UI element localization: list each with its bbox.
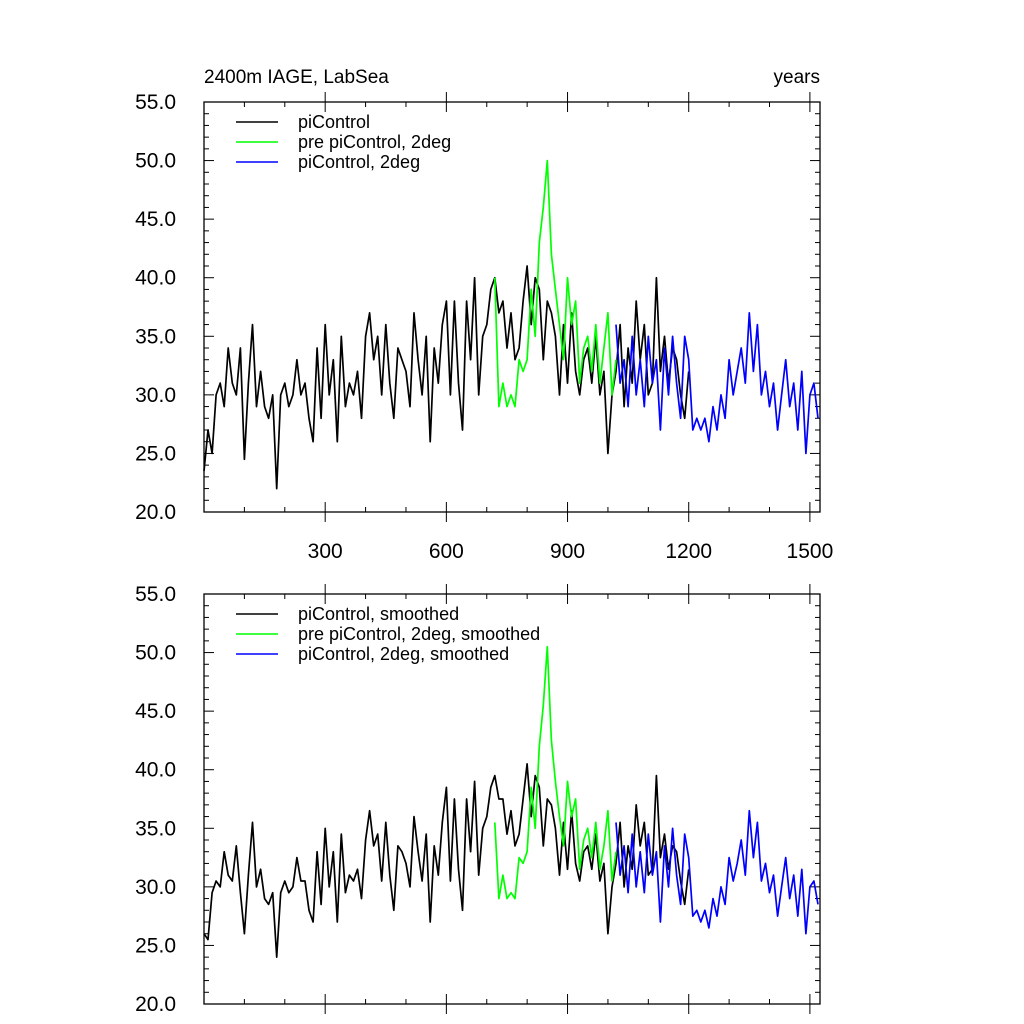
legend-label: piControl, smoothed [298,604,459,624]
series-line [203,763,690,958]
x-tick-label: 600 [429,540,464,563]
y-tick-label: 35.0 [135,817,176,840]
y-tick-label: 40.0 [135,759,176,782]
y-tick-label: 20.0 [135,501,176,524]
plot-frame [203,593,821,1005]
y-tick-label: 55.0 [135,583,176,606]
x-tick-label: 900 [550,540,585,563]
x-tick-label: 1200 [665,540,712,563]
series-line [493,645,617,900]
y-tick-label: 35.0 [135,325,176,348]
x-tick-label: 300 [308,540,343,563]
y-tick-label: 20.0 [135,993,176,1016]
y-tick-label: 55.0 [135,91,176,114]
y-tick-label: 30.0 [135,384,176,407]
y-tick-label: 25.0 [135,934,176,957]
y-tick-label: 50.0 [135,150,176,173]
panel-bottom: 20.0 25.0 30.0 35.0 40.0 45.0 50.0 55.0 piContro… [135,583,821,1016]
legend-label: piControl [298,112,370,132]
series-line [493,159,617,408]
x-tick-label: 1500 [787,540,834,563]
y-tick-label: 45.0 [135,208,176,231]
chart-title-left: 2400m IAGE, LabSea [204,67,389,88]
y-tick-label: 25.0 [135,442,176,465]
legend-label: pre piControl, 2deg [298,132,451,152]
chart-title-right: years [774,67,820,88]
legend-label: piControl, 2deg, smoothed [298,644,509,664]
legend-label: pre piControl, 2deg, smoothed [298,624,540,644]
y-tick-label: 40.0 [135,267,176,290]
series-line [615,809,819,935]
y-tick-label: 50.0 [135,642,176,665]
plot-frame [203,101,821,513]
y-tick-label: 45.0 [135,700,176,723]
series-line [203,265,690,490]
y-tick-label: 30.0 [135,876,176,899]
series-line [615,312,819,455]
legend-label: piControl, 2deg [298,152,420,172]
panel-top: 20.0 25.0 30.0 35.0 40.0 45.0 50.0 55.0 300 600 90… [135,91,833,563]
